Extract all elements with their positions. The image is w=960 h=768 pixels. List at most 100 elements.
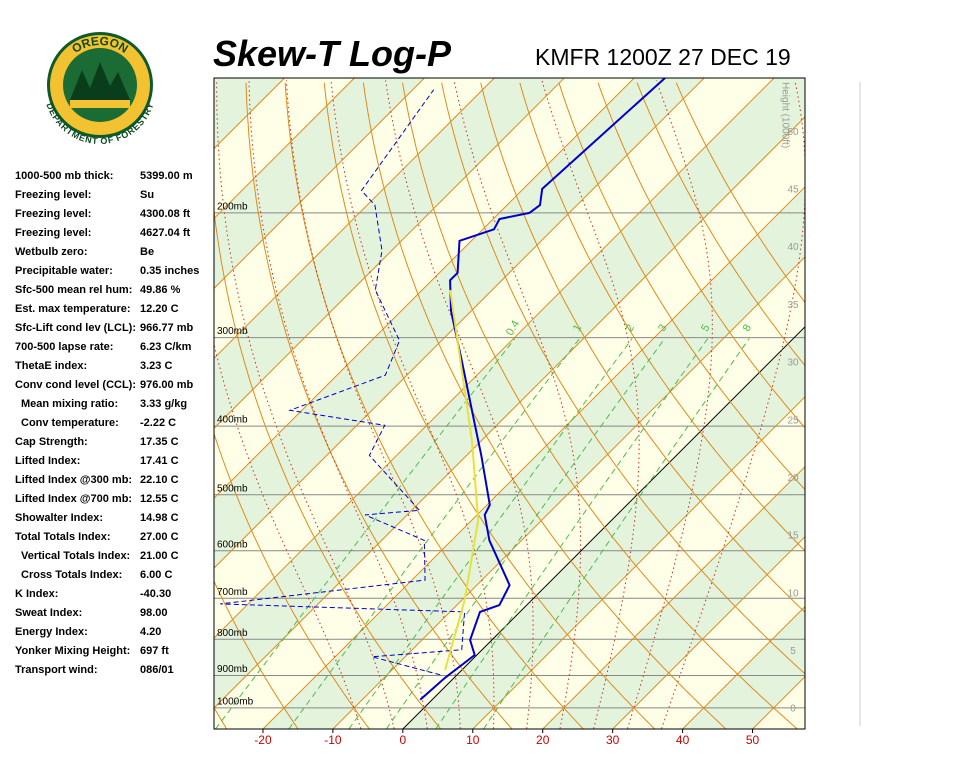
indices: 1000-500 mb thick: 5399.00 m Freezing leve… — [15, 170, 199, 676]
mixing-ratio-label: 1 — [571, 322, 584, 333]
isobar-label: 500mb — [217, 483, 248, 494]
isotherm — [214, 78, 635, 499]
index-label: Energy Index: — [15, 626, 88, 638]
height-tick-label: 30 — [787, 358, 799, 369]
index-value: 98.00 — [140, 607, 168, 619]
x-tick-label: 30 — [606, 733, 620, 747]
dry-adiabat — [284, 82, 584, 729]
index-label: Transport wind: — [15, 664, 98, 676]
index-value: 49.86 % — [140, 284, 181, 296]
isotherm — [214, 78, 705, 569]
index-label: Conv cond level (CCL): — [15, 379, 136, 391]
isotherm — [262, 186, 805, 729]
index-value: 3.23 C — [140, 360, 172, 372]
index-label: 700-500 lapse rate: — [15, 341, 113, 353]
index-value: -40.30 — [140, 588, 171, 600]
height-axis-label: Height (1000ft) — [779, 82, 790, 148]
logo-top-text: OREGON — [69, 34, 130, 56]
height-tick-label: 15 — [787, 531, 799, 542]
logo-top-path: OREGON — [69, 34, 130, 56]
moist-adiabat — [627, 80, 713, 729]
isobar-label: 900mb — [217, 664, 248, 675]
index-label: Cap Strength: — [15, 436, 88, 448]
dry-adiabat — [214, 432, 370, 729]
index-value: 966.77 mb — [140, 322, 193, 334]
dry-adiabat — [597, 82, 805, 429]
mixing-ratio-label: 8 — [741, 322, 754, 333]
index-label: Precipitable water: — [15, 265, 113, 277]
index-value: 697 ft — [140, 645, 169, 657]
index-value: 086/01 — [140, 664, 174, 676]
moist-adiabat — [330, 80, 495, 729]
station: KMFR 1200Z 27 DEC 19 — [535, 44, 791, 70]
x-tick-label: 0 — [399, 733, 406, 747]
x-tick-label: 20 — [536, 733, 550, 747]
x-tick-label: -20 — [254, 733, 272, 747]
height-tick-label: 10 — [787, 588, 799, 599]
logo-ground — [70, 100, 130, 108]
index-value: 12.55 C — [140, 493, 179, 505]
index-value: 22.10 C — [140, 474, 179, 486]
height-tick-label: 45 — [787, 185, 799, 196]
dry-adiabat — [441, 82, 805, 675]
logo-trees — [70, 62, 130, 100]
isotherm — [214, 78, 775, 639]
index-value: 5399.00 m — [140, 170, 193, 182]
index-value: 976.00 mb — [140, 379, 193, 391]
index-label: 1000-500 mb thick: — [15, 170, 113, 182]
x-tick-label: -10 — [324, 733, 342, 747]
index-label: Mean mixing ratio: — [21, 398, 118, 410]
index-label: Freezing level: — [15, 208, 91, 220]
mixing-ratio-line — [435, 338, 709, 729]
moist-adiabat — [248, 80, 428, 729]
dry-adiabat — [402, 82, 798, 729]
isobar-label: 800mb — [217, 628, 248, 639]
height-tick-label: 35 — [787, 300, 799, 311]
isotherm — [214, 78, 355, 220]
index-value: 17.35 C — [140, 436, 179, 448]
dry-adiabat — [636, 82, 805, 367]
moist-adiabat — [285, 80, 461, 729]
index-label: Sweat Index: — [15, 607, 82, 619]
isotherm — [332, 256, 805, 729]
index-value: Su — [140, 189, 154, 201]
isobar-label: 600mb — [217, 539, 248, 550]
isobar-label: 300mb — [217, 326, 248, 337]
dry-adiabat — [480, 82, 805, 613]
index-label: Wetbulb zero: — [15, 246, 88, 258]
index-value: 14.98 C — [140, 512, 179, 524]
mixing-ratio-line — [483, 338, 750, 729]
index-label: ThetaE index: — [15, 360, 87, 372]
index-value: 17.41 C — [140, 455, 179, 467]
index-value: 4300.08 ft — [140, 208, 190, 220]
isobar-label: 1000mb — [217, 697, 254, 708]
index-value: 3.33 g/kg — [140, 398, 187, 410]
isobar-label: 400mb — [217, 415, 248, 426]
isotherm — [542, 466, 805, 729]
logo: OREGON DEPARTMENT OF FORESTRY — [44, 32, 156, 147]
index-value: 6.23 C/km — [140, 341, 192, 353]
isotherm — [682, 605, 805, 729]
x-tick-label: 10 — [466, 733, 480, 747]
isotherm — [214, 78, 425, 290]
index-label: Conv temperature: — [21, 417, 119, 429]
plot: 0.4 1 2 3 5 8 — [214, 78, 805, 729]
index-value: 4.20 — [140, 626, 161, 638]
index-label: Freezing level: — [15, 227, 91, 239]
mixing-ratio-line — [385, 338, 666, 729]
isotherm — [214, 78, 565, 429]
index-value: Be — [140, 246, 154, 258]
index-value: 27.00 C — [140, 531, 179, 543]
dry-adiabat — [558, 82, 805, 491]
title: Skew-T Log-P — [213, 33, 452, 74]
index-value: 0.35 inches — [140, 265, 199, 277]
moist-adiabat — [216, 80, 395, 729]
index-label: Est. max temperature: — [15, 303, 131, 315]
index-label: Sfc-Lift cond lev (LCL): — [15, 322, 136, 334]
index-value: -2.22 C — [140, 417, 176, 429]
dry-adiabat — [214, 206, 442, 729]
axes: 200mb 300mb 400mb 500mb 600mb 700mb 800mb 900mb… — [217, 82, 799, 747]
dry-adiabat — [362, 82, 727, 729]
isotherm — [472, 396, 805, 729]
profile-line — [444, 289, 480, 671]
